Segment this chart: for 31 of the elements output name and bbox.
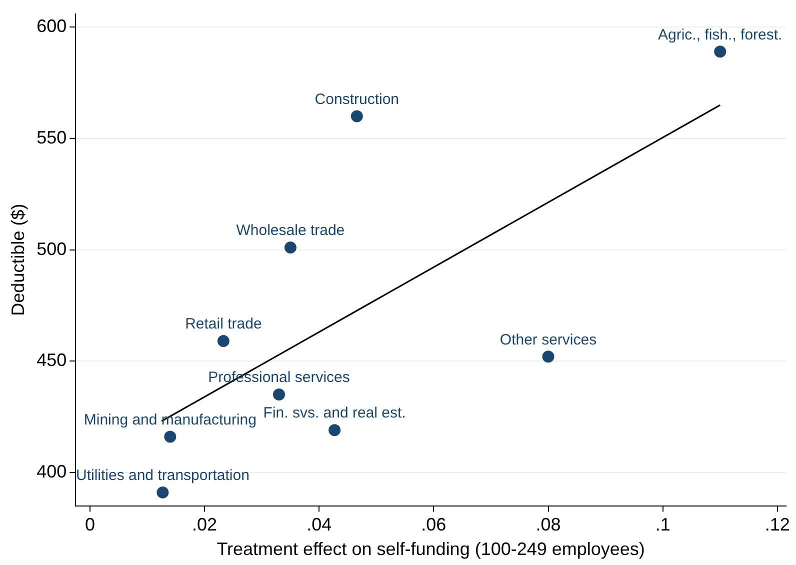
point [273, 388, 286, 400]
y-tick-label: 500 [36, 238, 67, 259]
x-tick-label: .04 [306, 514, 332, 535]
x-tick-label: .1 [655, 514, 670, 535]
point [542, 350, 554, 363]
y-tick-label: 450 [36, 350, 67, 370]
point [217, 335, 230, 348]
x-axis-title: Treatment effect on self-funding (100-249 employees) [216, 539, 645, 560]
x-tick-label: .06 [421, 514, 446, 535]
annotation: Utilities and transportation [76, 467, 250, 484]
x-tick-label: .12 [764, 514, 790, 535]
y-axis-title: Deductible ($) [8, 204, 28, 316]
y-tick-label: 600 [36, 16, 67, 36]
x-tick-label: 0 [84, 514, 95, 535]
annotation: Wholesale trade [236, 222, 345, 240]
point [284, 242, 296, 254]
point [714, 46, 726, 58]
annotation: Fin. svs. and real est. [263, 404, 406, 422]
annotation: Other services [500, 331, 597, 348]
point [350, 110, 363, 122]
y-tick-label: 400 [36, 461, 67, 482]
point [328, 424, 341, 436]
point [164, 430, 176, 443]
x-tick-label: .08 [536, 514, 561, 535]
annotation: Retail trade [185, 316, 262, 333]
annotation: Mining and manufacturing [84, 411, 256, 428]
x-tick-label: .02 [192, 514, 218, 535]
y-tick-label: 550 [36, 127, 67, 148]
annotation: Construction [314, 90, 400, 108]
point [156, 486, 169, 498]
annotation: Agric., fish., forest. [658, 26, 782, 44]
